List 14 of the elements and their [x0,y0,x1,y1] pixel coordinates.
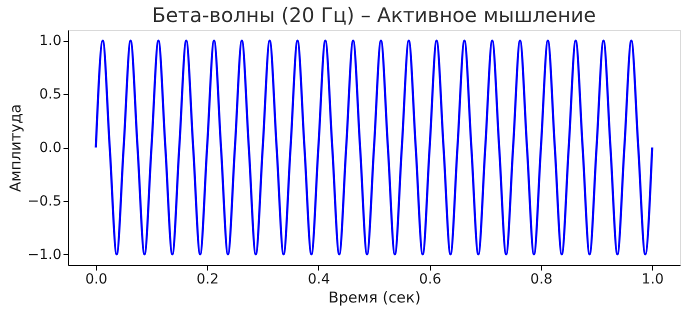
x-tick-label: 0.8 [530,272,553,288]
x-tick-label: 0.0 [85,272,108,288]
y-axis-title: Амплитуда [6,104,25,192]
x-tick-label: 0.6 [419,272,442,288]
y-tick-label: 0.0 [39,140,62,156]
y-tick-label: −0.5 [28,193,62,210]
y-tick-label: 1.0 [39,33,62,50]
y-tick-label: 0.5 [39,86,62,103]
x-axis-title: Время (сек) [328,288,421,306]
chart-title: Бета-волны (20 Гц) – Активное мышление [152,3,596,27]
y-tick-label: −1.0 [28,246,62,263]
x-tick-label: 0.4 [308,272,330,288]
x-tick-label: 1.0 [642,272,664,288]
x-tick-label: 0.2 [196,272,219,288]
